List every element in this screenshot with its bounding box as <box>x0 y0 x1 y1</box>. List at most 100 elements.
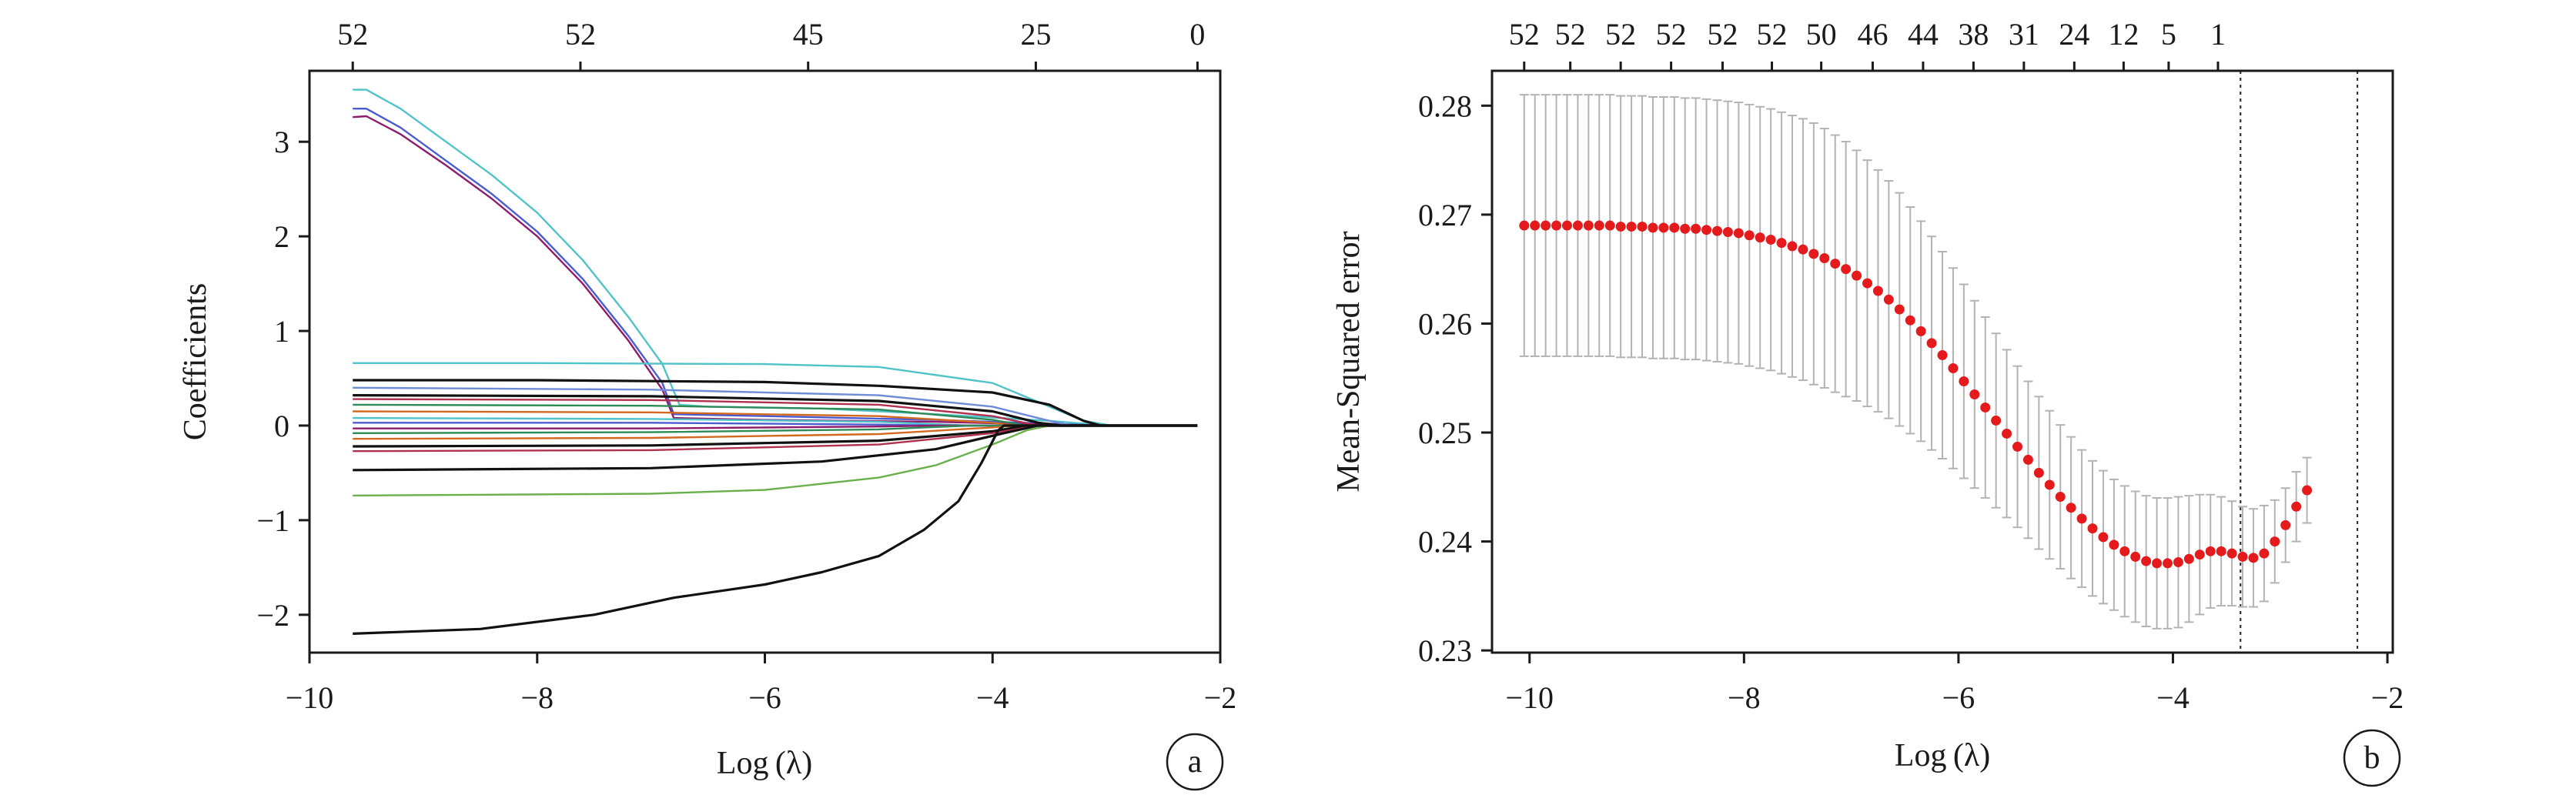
panel-a-ytick-label: 2 <box>274 219 289 254</box>
panel-b-mse-point <box>2183 553 2194 564</box>
panel-b-errorbars-layer <box>1519 94 2312 630</box>
panel-b-mse-point <box>2226 548 2237 559</box>
panel-b-top-tick-label: 31 <box>2009 17 2039 52</box>
panel-a-series-layer <box>353 89 1198 635</box>
panel-b-mse-point <box>2076 513 2087 524</box>
panel-b-top-tick-label: 52 <box>1509 17 1540 52</box>
panel-b-mse-point <box>1755 232 1765 243</box>
panel-b-mse-point <box>2216 546 2226 556</box>
panel-b-mse-point <box>2259 548 2270 559</box>
panel-b-mse-point <box>2152 558 2163 569</box>
panel-b: −10 −8 −6 −4 −2 0.23 0.24 0.25 0.26 0.27 0.28 52 52 5… <box>1331 17 2404 787</box>
panel-b-mse-point <box>1583 220 1594 231</box>
panel-b-ytick-label: 0.28 <box>1418 89 1472 123</box>
panel-b-mse-point <box>2173 556 2183 567</box>
panel-b-mse-point <box>1883 294 1894 305</box>
panel-b-xtick-label: −4 <box>2156 680 2190 715</box>
panel-a-top-tick-label: 45 <box>793 17 824 52</box>
panel-b-top-tick-label: 1 <box>2210 17 2226 52</box>
panel-b-mse-point <box>1551 220 1562 231</box>
panel-b-mse-point <box>1787 241 1798 252</box>
panel-b-label-circle <box>2343 729 2401 787</box>
panel-a-ytick-label: 0 <box>274 409 289 443</box>
panel-a-ytick-label: −2 <box>256 598 289 633</box>
panel-b-mse-point <box>1852 270 1862 281</box>
panel-b-top-tick-label: 52 <box>1757 17 1788 52</box>
panel-b-mse-point <box>2163 558 2173 569</box>
panel-b-mse-point <box>1615 221 1626 232</box>
panel-b-top-tick-label: 52 <box>1605 17 1636 52</box>
panel-b-xtick-label: −6 <box>1942 680 1975 715</box>
panel-a-coef-path-19 <box>353 424 1198 497</box>
panel-b-mse-point <box>1808 249 1819 259</box>
panel-b-mse-point <box>1604 220 1615 231</box>
panel-b-mse-point <box>1572 220 1583 231</box>
panel-b-top-tick-label: 12 <box>2108 17 2139 52</box>
panel-a-ylabel: Coefficients <box>178 283 213 441</box>
panel-b-mse-point <box>1926 338 1937 349</box>
panel-b-mse-point <box>1776 238 1787 249</box>
panel-a-label-circle <box>1166 733 1224 791</box>
panel-b-xlabel: Log (λ) <box>1895 738 1990 773</box>
panel-b-mse-point <box>1541 220 1551 231</box>
panel-a-coef-path-20 <box>353 424 1198 635</box>
panel-b-mse-point <box>2044 479 2055 490</box>
panel-b-mse-point <box>1637 221 1648 232</box>
panel-b-top-tick-label: 38 <box>1958 17 1989 52</box>
panel-b-mse-point <box>1765 234 1776 245</box>
panel-b-mse-point <box>2012 441 2022 452</box>
panel-b-mse-point <box>1819 253 1830 264</box>
panel-b-mse-point <box>2098 532 2109 543</box>
panel-b-mse-point <box>1733 228 1744 239</box>
panel-b-ytick-label: 0.24 <box>1418 525 1472 560</box>
panel-b-mse-point <box>2055 492 2066 503</box>
panel-a-coef-path-2 <box>353 108 1198 427</box>
panel-a-xtick-label: −10 <box>286 680 334 715</box>
panel-b-mse-point <box>2141 556 2152 566</box>
panel-a-coef-path-5 <box>353 379 1198 427</box>
panel-b-xtick-label: −2 <box>2371 680 2404 715</box>
panel-b-top-tick-label: 52 <box>1707 17 1738 52</box>
panel-b-mse-point <box>1626 221 1637 232</box>
panel-b-mse-point <box>1991 415 2002 426</box>
panel-a-xlabel: Log (λ) <box>717 746 812 781</box>
panel-b-mse-point <box>2270 536 2280 547</box>
panel-b-xtick-label: −8 <box>1728 680 1761 715</box>
panel-b-points-layer <box>1519 220 2313 569</box>
panel-a-label: a <box>1188 744 1203 780</box>
panel-b-mse-point <box>1744 230 1755 241</box>
panel-b-mse-point <box>2237 551 2248 562</box>
panel-b-mse-point <box>1594 220 1604 231</box>
panel-b-mse-point <box>1530 220 1541 231</box>
panel-b-mse-point <box>1691 223 1701 234</box>
panel-a-plot-frame <box>308 69 1222 654</box>
panel-a-top-tick-label: 52 <box>565 17 596 52</box>
panel-b-mse-point <box>2302 485 2313 496</box>
panel-b-vlines-layer <box>2240 71 2359 653</box>
panel-a-ytick-label: −1 <box>256 503 289 538</box>
panel-b-mse-point <box>1798 244 1808 255</box>
panel-b-mse-point <box>2022 454 2033 465</box>
panel-b-top-tick-label: 46 <box>1857 17 1888 52</box>
panel-b-ylabel: Mean-Squared error <box>1331 231 1367 492</box>
panel-b-axes-layer: −10 −8 −6 −4 −2 0.23 0.24 0.25 0.26 0.27 0.28 52 52 5… <box>1418 17 2404 715</box>
panel-b-mse-point <box>1937 350 1948 361</box>
panel-b-top-tick-label: 52 <box>1656 17 1687 52</box>
panel-a-top-tick-label: 25 <box>1020 17 1051 52</box>
panel-b-mse-point <box>1562 220 1572 231</box>
panel-b-mse-point <box>1841 264 1852 275</box>
panel-a-xtick-label: −4 <box>976 680 1009 715</box>
panel-b-mse-point <box>1872 286 1883 296</box>
panel-a-coef-path-4 <box>353 362 1198 427</box>
panel-b-top-tick-label: 24 <box>2059 17 2089 52</box>
panel-b-ytick-label: 0.25 <box>1418 416 1472 450</box>
panel-a-ytick-label: 1 <box>274 314 289 349</box>
panel-b-mse-point <box>1862 278 1872 289</box>
panel-b-mse-point <box>1680 223 1691 234</box>
panel-b-mse-point <box>1948 362 1959 373</box>
panel-b-mse-point <box>1658 222 1669 233</box>
panel-b-mse-point <box>2130 551 2141 562</box>
panel-b-mse-point <box>2066 503 2076 513</box>
